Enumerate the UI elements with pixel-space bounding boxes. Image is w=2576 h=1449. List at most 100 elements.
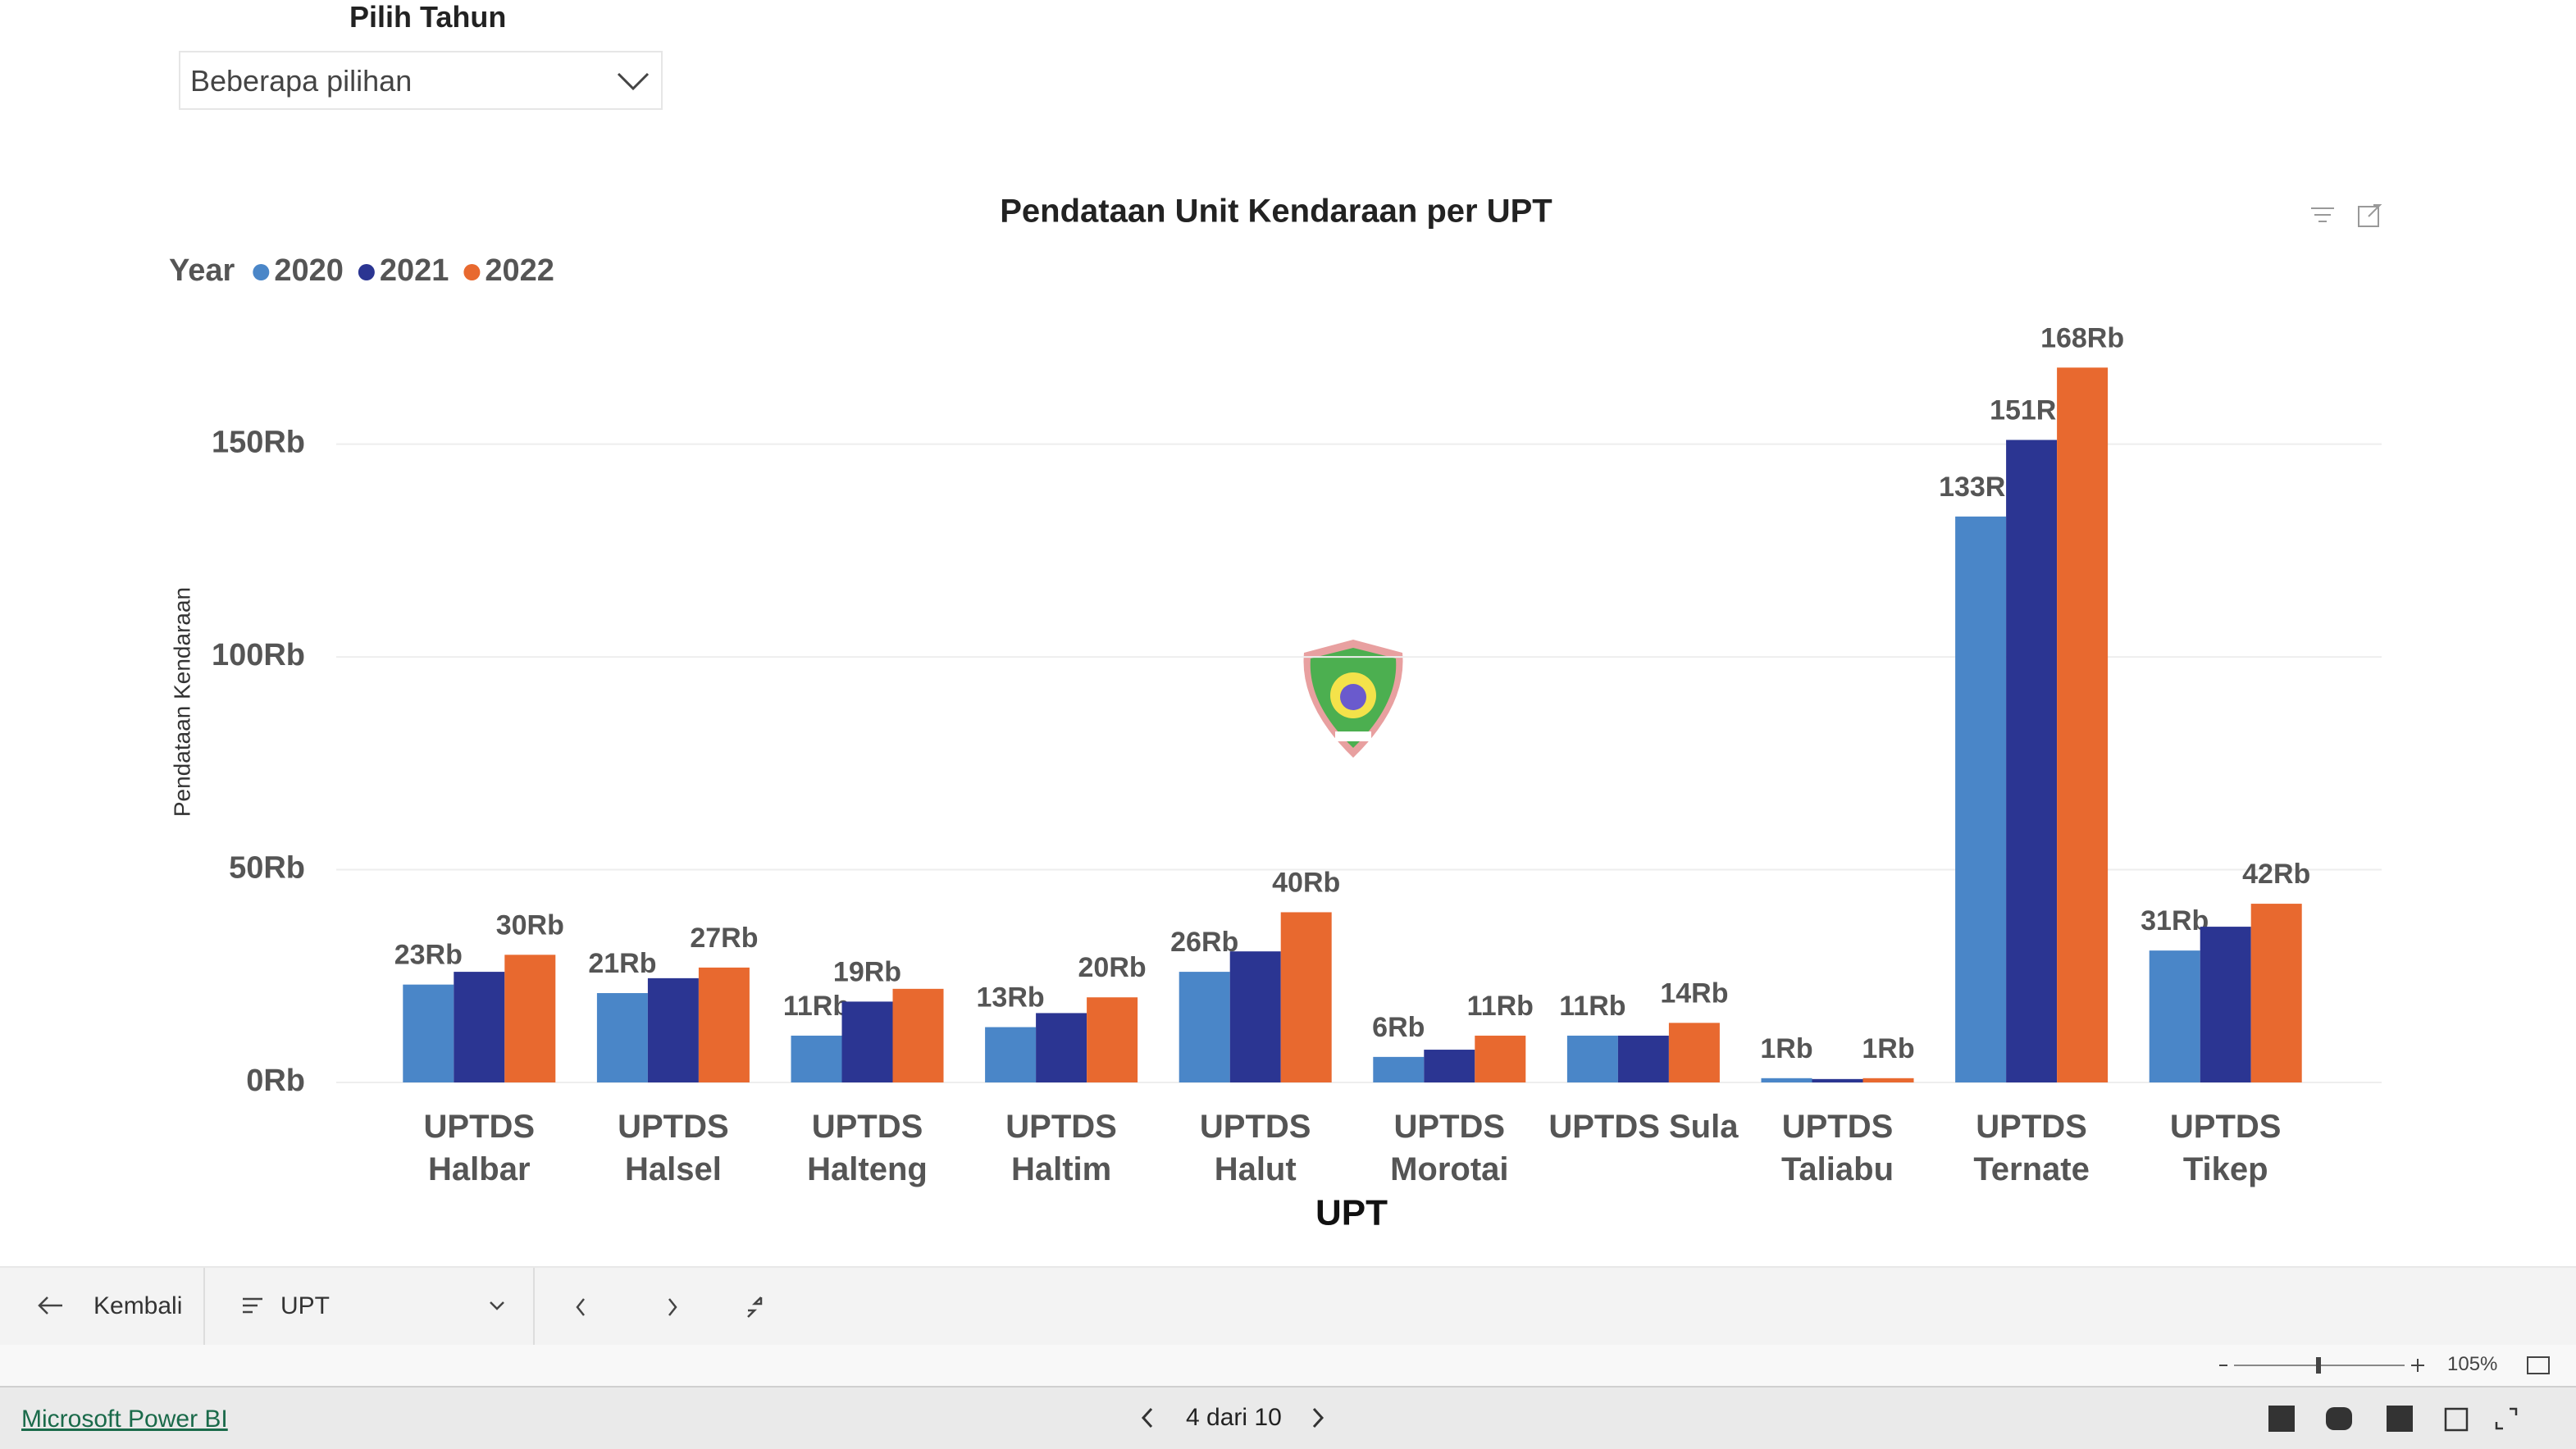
data-label: 27Rb [690, 923, 758, 954]
bar [2149, 950, 2200, 1082]
y-axis-title: Pendataan Kendaraan [169, 587, 194, 817]
y-tick-label: 150Rb [212, 426, 305, 460]
bar [2057, 367, 2109, 1082]
chart: Pendataan Unit Kendaraan per UPT Pendata… [169, 194, 2382, 1233]
legend-label: 2022 [485, 253, 554, 288]
bar [1373, 1056, 1425, 1082]
bar [2006, 440, 2058, 1082]
data-label: 14Rb [1660, 977, 1728, 1009]
x-tick-label: UPTDS Halsel [618, 1109, 729, 1187]
data-label: 31Rb [2141, 905, 2209, 936]
bar [504, 955, 556, 1082]
zoom-level: 105% [2447, 1353, 2498, 1375]
data-label: 11Rb [1559, 991, 1625, 1022]
visual-toolbar: Kembali UPT [0, 1266, 2576, 1345]
data-label: 1Rb [1760, 1033, 1812, 1064]
bar [1955, 516, 2007, 1082]
chart-title: Pendataan Unit Kendaraan per UPT [1000, 194, 1552, 230]
legend-label: 2020 [274, 253, 344, 288]
back-label: Kembali [93, 1292, 183, 1319]
data-label: 23Rb [394, 940, 463, 971]
next-page[interactable] [1306, 1404, 1330, 1432]
legend-title: Year [169, 253, 235, 288]
logo [1303, 640, 1403, 758]
data-label: 13Rb [977, 982, 1045, 1014]
data-label: 19Rb [833, 956, 901, 987]
bar [985, 1027, 1037, 1082]
drill-field[interactable]: UPT [205, 1268, 535, 1345]
data-label: 11Rb [783, 991, 850, 1022]
data-label: 168Rb [2040, 322, 2124, 353]
data-label: 40Rb [1272, 867, 1340, 898]
field-icon [243, 1297, 262, 1314]
bar [596, 993, 648, 1082]
bar [454, 972, 505, 1082]
legend-label: 2021 [380, 253, 449, 288]
page-indicator: 4 dari 10 [1186, 1404, 1282, 1431]
share-icons[interactable] [2267, 1402, 2554, 1435]
data-label: 11Rb [1467, 991, 1534, 1022]
bar [892, 988, 944, 1082]
visual-header-icons[interactable] [2311, 204, 2382, 227]
dropdown-chevron [617, 72, 650, 91]
bar [1617, 1035, 1669, 1082]
bar [1424, 1050, 1475, 1082]
data-label: 20Rb [1078, 952, 1147, 983]
bar [1668, 1023, 1720, 1082]
bar [791, 1035, 842, 1082]
zoom-bar: 105% [0, 1345, 2576, 1386]
bar [1566, 1035, 1618, 1082]
x-tick-label: UPTDS Halut [1199, 1109, 1311, 1187]
nav-icons[interactable] [566, 1292, 779, 1322]
slicer-placeholder: Beberapa pilihan [190, 64, 413, 98]
x-axis-title: UPT [1315, 1193, 1388, 1233]
brand-link[interactable]: Microsoft Power BI [21, 1406, 228, 1433]
x-tick-label: UPTDS Halbar [423, 1109, 536, 1187]
data-label: 6Rb [1372, 1012, 1425, 1043]
back-button[interactable]: Kembali [25, 1268, 205, 1345]
slicer-dropdown[interactable]: Beberapa pilihan [179, 51, 663, 110]
legend-marker [358, 264, 375, 280]
slicer-title: Pilih Tahun [349, 0, 507, 34]
x-tick-label: UPTDS Sula [1548, 1109, 1739, 1145]
bar [698, 967, 750, 1082]
bar [1475, 1035, 1526, 1082]
bar [1229, 951, 1281, 1082]
footer: Microsoft Power BI 4 dari 10 [0, 1386, 2576, 1449]
data-label: 21Rb [588, 948, 656, 979]
fit-icon[interactable] [2526, 1355, 2552, 1376]
data-label: 1Rb [1862, 1033, 1914, 1064]
prev-page[interactable] [1135, 1404, 1160, 1432]
bar [2200, 927, 2251, 1082]
data-label: 26Rb [1170, 927, 1238, 958]
bar [1179, 972, 1230, 1082]
bar [1280, 912, 1332, 1082]
x-tick-label: UPTDS Haltim [1005, 1109, 1117, 1187]
legend-marker [253, 264, 270, 280]
y-tick-label: 100Rb [212, 638, 305, 672]
bar [1087, 997, 1138, 1082]
legend-marker [463, 264, 481, 280]
bar [1761, 1078, 1812, 1082]
back-icon [38, 1296, 62, 1315]
data-label: 30Rb [496, 909, 564, 941]
data-label: 42Rb [2242, 859, 2310, 890]
bar [1812, 1078, 1863, 1082]
bar [2250, 904, 2302, 1082]
bar [1036, 1013, 1087, 1082]
y-tick-label: 0Rb [246, 1064, 305, 1098]
x-tick-label: UPTDS Halteng [807, 1109, 928, 1187]
x-tick-label: UPTDS Tikep [2169, 1109, 2282, 1187]
bar [1862, 1078, 1914, 1082]
field-label: UPT [280, 1292, 330, 1319]
bar [647, 977, 699, 1082]
bar [841, 1001, 893, 1082]
field-chevron [490, 1301, 504, 1310]
zoom-slider[interactable] [2214, 1355, 2428, 1376]
y-tick-label: 50Rb [229, 851, 305, 886]
x-tick-label: UPTDS Taliabu [1780, 1109, 1894, 1187]
x-tick-label: UPTDS Ternate [1973, 1109, 2090, 1187]
bar [403, 984, 454, 1082]
x-tick-label: UPTDS Morotai [1390, 1109, 1509, 1187]
